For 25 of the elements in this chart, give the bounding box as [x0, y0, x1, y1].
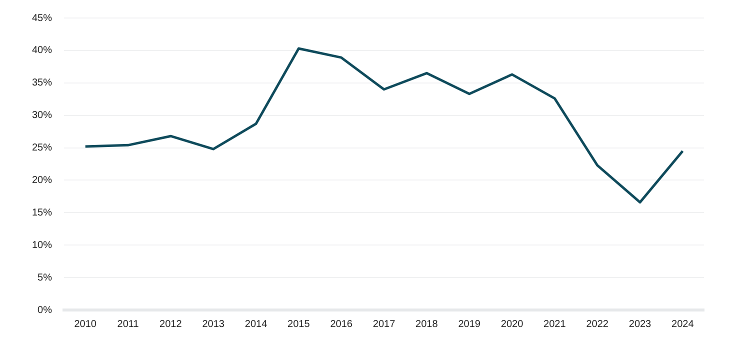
- x-tick-label: 2011: [117, 318, 140, 330]
- y-tick-label: 40%: [32, 45, 52, 56]
- x-tick-label: 2021: [544, 318, 566, 330]
- y-tick-label: 45%: [32, 12, 52, 24]
- y-tick-label: 15%: [32, 207, 52, 218]
- x-tick-label: 2014: [244, 318, 268, 330]
- x-tick-label: 2015: [288, 318, 310, 330]
- y-tick-label: 30%: [32, 110, 52, 122]
- x-tick-label: 2017: [372, 318, 396, 330]
- y-tick-label: 35%: [32, 78, 52, 89]
- x-tick-label: 2010: [74, 318, 97, 330]
- x-tick-label: 2013: [202, 318, 225, 330]
- x-tick-label: 2023: [628, 318, 652, 330]
- x-tick-label: 2022: [586, 318, 609, 330]
- y-tick-label: 10%: [32, 240, 52, 251]
- x-tick-label: 2019: [458, 318, 481, 330]
- x-tick-label: 2024: [672, 318, 694, 330]
- y-tick-label: 20%: [32, 174, 52, 186]
- x-tick-label: 2016: [330, 318, 353, 330]
- y-tick-label: 0%: [38, 304, 52, 316]
- y-tick-label: 25%: [32, 142, 52, 154]
- x-tick-label: 2020: [500, 318, 524, 330]
- x-tick-label: 2018: [416, 318, 438, 330]
- y-tick-label: 5%: [38, 272, 52, 284]
- x-tick-label: 2012: [160, 318, 182, 330]
